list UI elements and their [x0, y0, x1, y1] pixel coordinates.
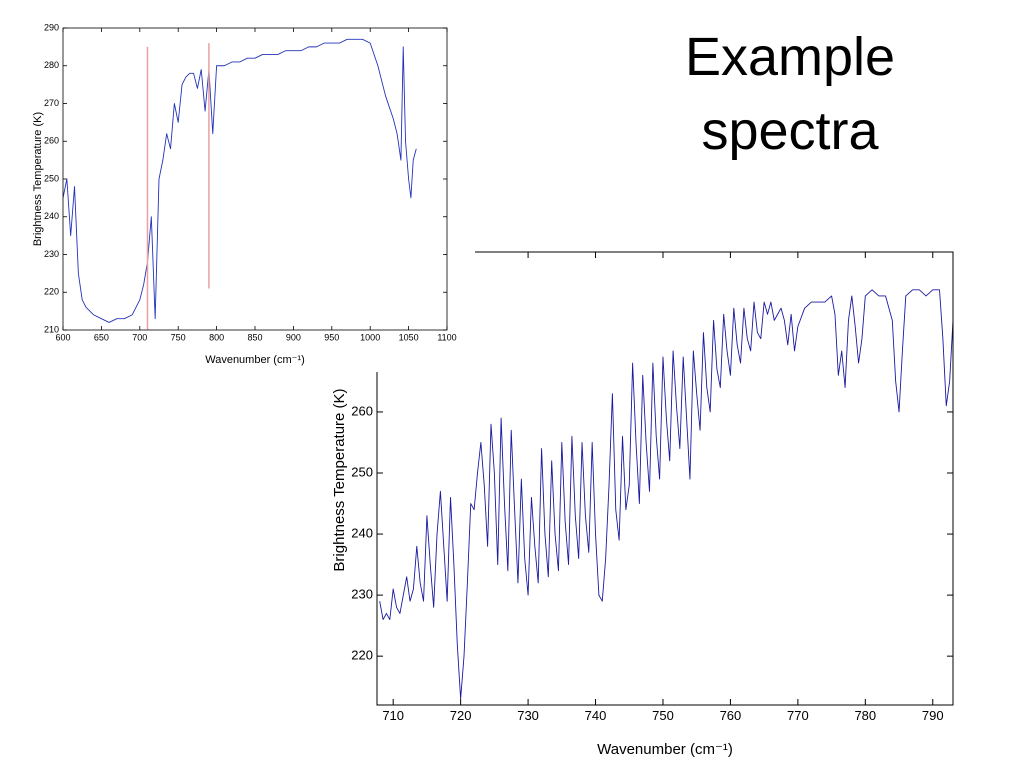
y-tick-label: 240 [351, 525, 373, 540]
y-tick-label: 270 [44, 98, 59, 108]
plot-content [379, 289, 953, 700]
x-tick-label: 750 [652, 708, 674, 723]
y-tick-label: 240 [44, 211, 59, 221]
x-tick-label: 600 [55, 332, 70, 342]
x-tick-label: 740 [585, 708, 607, 723]
x-tick-label: 730 [517, 708, 539, 723]
y-tick-label: 290 [44, 22, 59, 32]
x-tick-label: 720 [450, 708, 472, 723]
slide-title: Example spectra [684, 27, 896, 161]
y-tick-label: 280 [44, 60, 59, 70]
plot-content [63, 38, 417, 323]
x-tick-label: 850 [247, 332, 262, 342]
x-tick-label: 650 [94, 332, 109, 342]
x-tick-label: 760 [720, 708, 742, 723]
y-tick-label: 250 [44, 173, 59, 183]
y-tick-label: 260 [351, 403, 373, 418]
x-axis-label: Wavenumber (cm⁻¹) [597, 741, 733, 758]
x-tick-label: 710 [382, 708, 404, 723]
y-axis-label: Brightness Temperature (K) [331, 388, 348, 571]
x-tick-label: 800 [209, 332, 224, 342]
chart-0: 600 650 700 750 800 850 900 950 1000 1050 1100 210 2… [25, 18, 475, 372]
y-tick-label: 230 [351, 587, 373, 602]
plot-area [63, 28, 447, 330]
y-tick-label: 250 [351, 464, 373, 479]
x-axis-label: Wavenumber (cm⁻¹) [205, 354, 305, 366]
x-tick-label: 780 [854, 708, 876, 723]
axes-box [376, 251, 954, 706]
x-tick-label: 700 [132, 332, 147, 342]
x-tick-label: 1100 [437, 332, 456, 342]
spectrum-line [63, 38, 417, 323]
y-tick-label: 210 [44, 324, 59, 334]
spectrum-line [379, 289, 953, 700]
x-tick-label: 770 [787, 708, 809, 723]
x-tick-label: 790 [922, 708, 944, 723]
x-tick-label: 1050 [399, 332, 419, 342]
y-tick-label: 260 [44, 136, 59, 146]
x-tick-label: 950 [324, 332, 339, 342]
y-tick-label: 220 [44, 287, 59, 297]
x-tick-label: 750 [171, 332, 186, 342]
x-tick-label: 1000 [360, 332, 380, 342]
y-tick-label: 220 [351, 648, 373, 663]
x-tick-label: 900 [286, 332, 301, 342]
y-tick-label: 230 [44, 249, 59, 259]
y-axis-label: Brightness Temperature (K) [32, 112, 44, 246]
